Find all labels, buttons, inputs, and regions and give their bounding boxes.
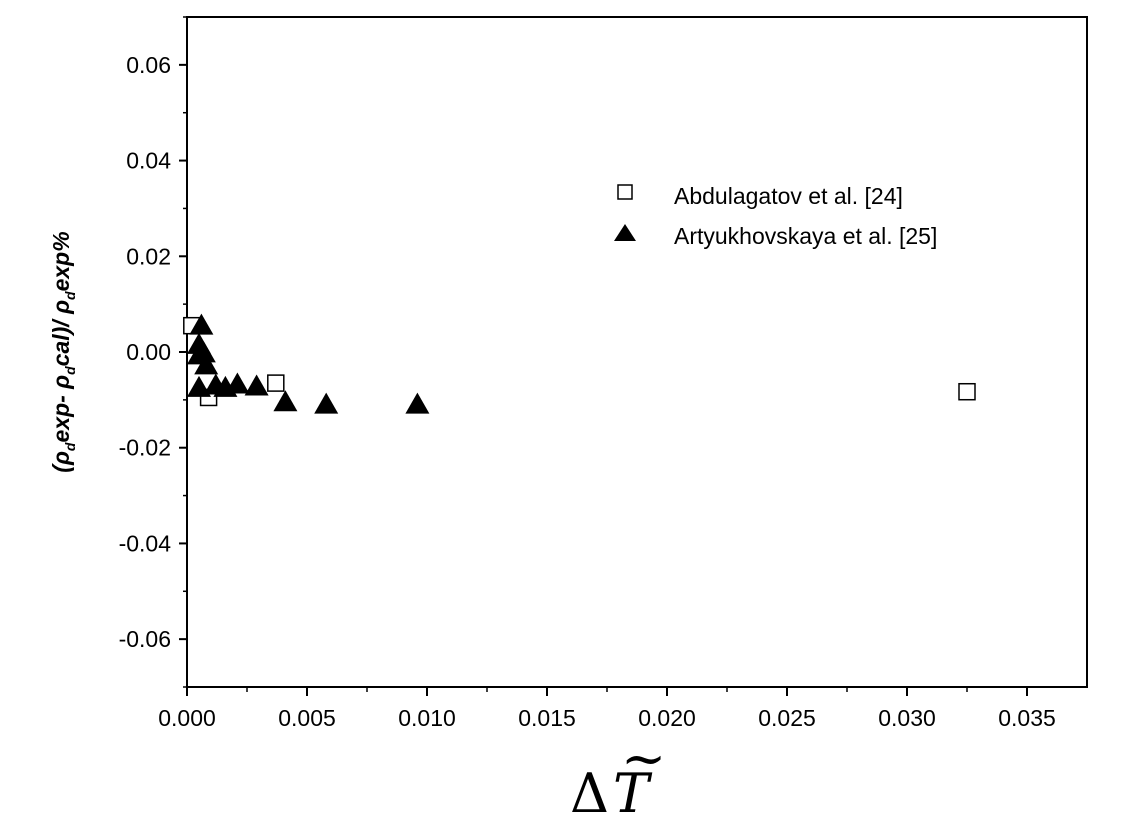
ylabel-open: (: [48, 463, 74, 473]
data-point-artyukhovskaya: [194, 353, 219, 375]
x-tick-label: 0.005: [278, 705, 336, 731]
x-axis-ticks: 0.000 0.005 0.010 0.015 0.020 0.025 0.030 0.035: [158, 687, 1056, 731]
data-point-artyukhovskaya: [225, 372, 250, 394]
data-point-artyukhovskaya: [244, 374, 269, 396]
ylabel-sub-2: d: [62, 366, 78, 375]
data-point-abdulagatov: [267, 374, 285, 392]
x-tick-label: 0.025: [758, 705, 816, 731]
x-axis-label: Δ T ~: [570, 727, 666, 825]
ylabel-rho-1: ρ: [48, 451, 74, 466]
x-tick-label: 0.020: [638, 705, 696, 731]
x-tick-label: 0.035: [998, 705, 1056, 731]
ylabel-exp-2: exp%: [48, 231, 74, 291]
data-point-artyukhovskaya: [405, 392, 430, 414]
ylabel-sub-3: d: [62, 291, 78, 300]
x-tick-label: 0.000: [158, 705, 216, 731]
y-tick-label: 0.04: [126, 148, 171, 174]
xlabel-tilde: ~: [621, 727, 666, 790]
y-tick-label: 0.06: [126, 52, 171, 78]
legend-label-artyukhovskaya: Artyukhovskaya et al. [25]: [674, 223, 937, 249]
data-points: [183, 313, 976, 414]
xlabel-variable: T: [613, 762, 653, 825]
data-point-artyukhovskaya: [273, 390, 298, 412]
x-tick-label: 0.030: [878, 705, 936, 731]
y-tick-label: -0.02: [119, 435, 171, 461]
y-tick-label: -0.04: [119, 530, 172, 556]
legend: Abdulagatov et al. [24] Artyukhovskaya e…: [614, 183, 937, 249]
y-tick-label: 0.00: [126, 339, 171, 365]
x-tick-label: 0.015: [518, 705, 576, 731]
data-point-artyukhovskaya: [191, 341, 216, 363]
data-point-artyukhovskaya: [187, 375, 211, 397]
legend-marker-filled-triangle: [614, 224, 636, 241]
x-tick-label: 0.010: [398, 705, 456, 731]
ylabel-exp-1: exp-: [48, 389, 74, 443]
xlabel-delta: Δ: [570, 762, 609, 825]
y-axis-ticks: 0.06 0.04 0.02 0.00 -0.02 -0.04 -0.06: [119, 16, 187, 688]
y-tick-label: -0.06: [119, 626, 171, 652]
data-point-artyukhovskaya: [314, 392, 339, 414]
legend-marker-open-square: [617, 184, 633, 200]
plot-frame: [186, 16, 1088, 688]
legend-label-abdulagatov: Abdulagatov et al. [24]: [674, 183, 903, 209]
y-axis-label: (ρdexp- ρdcal)/ ρdexp%: [48, 231, 78, 472]
y-tick-label: 0.02: [126, 243, 171, 269]
ylabel-rho-2: ρ: [48, 375, 74, 390]
ylabel-cal: cal)/: [48, 314, 74, 366]
ylabel-sub-1: d: [62, 442, 78, 451]
ylabel-rho-3: ρ: [48, 300, 74, 315]
data-point-abdulagatov: [958, 382, 976, 401]
data-point-artyukhovskaya: [189, 313, 214, 335]
